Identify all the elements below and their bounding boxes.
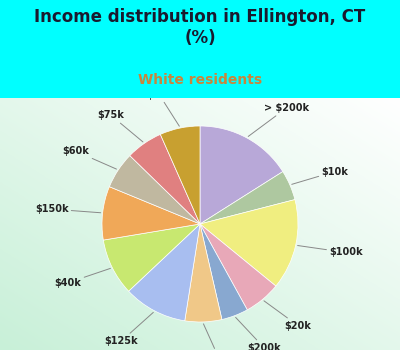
Text: $20k: $20k — [264, 301, 312, 331]
Text: $125k: $125k — [104, 313, 153, 346]
Text: City-Data.com: City-Data.com — [245, 28, 310, 37]
Wedge shape — [200, 199, 298, 286]
Wedge shape — [200, 126, 283, 224]
Text: Income distribution in Ellington, CT
(%): Income distribution in Ellington, CT (%) — [34, 8, 366, 47]
Wedge shape — [102, 187, 200, 240]
Text: $10k: $10k — [292, 167, 348, 184]
Text: $60k: $60k — [62, 146, 116, 169]
Text: $100k: $100k — [298, 245, 363, 258]
Wedge shape — [160, 126, 200, 224]
Text: $50k: $50k — [204, 324, 232, 350]
Wedge shape — [200, 224, 247, 320]
Text: White residents: White residents — [138, 74, 262, 88]
Text: $200k: $200k — [236, 317, 281, 350]
Text: $150k: $150k — [35, 204, 101, 214]
Text: > $200k: > $200k — [248, 103, 309, 136]
Wedge shape — [129, 224, 200, 321]
Wedge shape — [103, 224, 200, 291]
Text: $40k: $40k — [54, 268, 110, 288]
Wedge shape — [185, 224, 222, 322]
Text: $75k: $75k — [98, 110, 143, 142]
Wedge shape — [200, 224, 276, 310]
Wedge shape — [109, 156, 200, 224]
Wedge shape — [130, 134, 200, 224]
Wedge shape — [200, 172, 295, 224]
Text: $30k: $30k — [146, 90, 179, 126]
